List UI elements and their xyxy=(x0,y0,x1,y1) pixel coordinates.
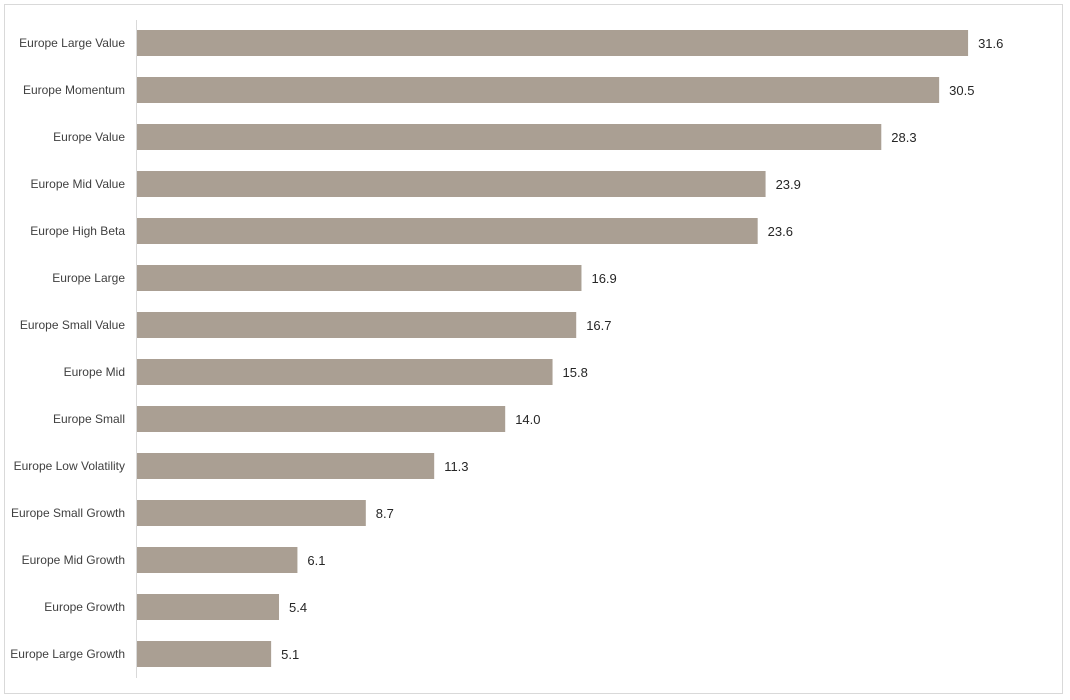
value-label: 28.3 xyxy=(891,130,916,145)
bar xyxy=(137,171,766,197)
category-label: Europe Momentum xyxy=(23,83,125,97)
value-label: 8.7 xyxy=(376,506,394,521)
value-label: 14.0 xyxy=(515,412,540,427)
bar xyxy=(137,359,553,385)
value-label: 23.6 xyxy=(768,224,793,239)
category-label: Europe Low Volatility xyxy=(14,459,125,473)
value-label: 16.9 xyxy=(591,271,616,286)
bar xyxy=(137,500,366,526)
value-label: 30.5 xyxy=(949,83,974,98)
value-label: 15.8 xyxy=(563,365,588,380)
value-label: 31.6 xyxy=(978,36,1003,51)
bar xyxy=(137,265,582,291)
bar xyxy=(137,124,882,150)
chart-frame xyxy=(4,4,1063,694)
bar xyxy=(137,594,280,620)
category-label: Europe Mid Value xyxy=(31,177,126,191)
category-label: Europe Small Growth xyxy=(11,506,125,520)
bar xyxy=(137,312,577,338)
category-label: Europe Value xyxy=(53,130,125,144)
category-label: Europe Mid Growth xyxy=(22,553,125,567)
category-label: Europe High Beta xyxy=(30,224,125,238)
value-label: 16.7 xyxy=(586,318,611,333)
category-label: Europe Growth xyxy=(44,600,125,614)
category-label: Europe Large xyxy=(52,271,125,285)
value-label: 5.1 xyxy=(281,647,299,662)
category-label: Europe Large Value xyxy=(19,36,125,50)
bar xyxy=(137,547,298,573)
value-label: 5.4 xyxy=(289,600,307,615)
bar xyxy=(137,641,272,667)
category-label: Europe Small Value xyxy=(20,318,125,332)
bar xyxy=(137,218,758,244)
bar xyxy=(137,406,506,432)
value-label: 6.1 xyxy=(307,553,325,568)
value-label: 23.9 xyxy=(776,177,801,192)
category-label: Europe Large Growth xyxy=(10,647,125,661)
bars-group xyxy=(137,30,969,667)
bar xyxy=(137,30,969,56)
category-label: Europe Small xyxy=(53,412,125,426)
bar xyxy=(137,453,435,479)
category-label: Europe Mid xyxy=(64,365,125,379)
value-labels-group: 31.6 30.5 28.3 23.9 23.6 16.9 16.7 15.8 14.0 11.3… xyxy=(281,36,1003,662)
value-label: 11.3 xyxy=(444,459,468,474)
category-labels-group: Europe Large Value Europe Momentum Europe … xyxy=(10,36,125,661)
bar xyxy=(137,77,940,103)
